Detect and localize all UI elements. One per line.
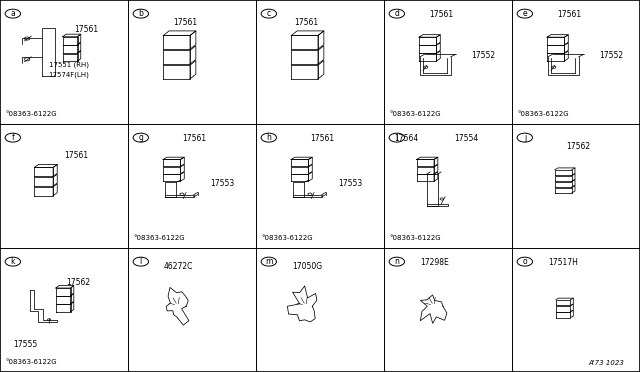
Text: °08363-6122G: °08363-6122G [389,111,441,117]
Text: 46272C: 46272C [164,262,193,271]
Text: 17553: 17553 [338,179,362,188]
Text: 17561: 17561 [182,134,206,143]
Text: 17555: 17555 [13,340,37,349]
Text: f: f [12,133,14,142]
Text: 17564: 17564 [394,134,419,143]
Text: °08363-6122G: °08363-6122G [5,111,57,117]
Text: 17561: 17561 [557,10,581,19]
Text: °08363-6122G: °08363-6122G [133,235,185,241]
Text: 17552: 17552 [599,51,623,60]
Text: 17551 (RH): 17551 (RH) [49,61,89,68]
Text: 17298E: 17298E [420,259,449,267]
Text: 17561: 17561 [294,18,319,27]
Text: °08363-6122G: °08363-6122G [261,235,313,241]
Text: 17561: 17561 [173,18,197,27]
Text: n: n [394,257,399,266]
Text: A'73 1023: A'73 1023 [588,360,624,366]
Text: a: a [10,9,15,18]
Text: 17561: 17561 [74,25,99,34]
Text: °08363-6122G: °08363-6122G [5,359,57,365]
Text: l: l [140,257,142,266]
Text: °08363-6122G: °08363-6122G [389,235,441,241]
Text: °08363-6122G: °08363-6122G [517,111,569,117]
Text: 17561: 17561 [429,10,453,19]
Text: j: j [524,133,526,142]
Text: 17552: 17552 [471,51,495,60]
Text: b: b [138,9,143,18]
Text: o: o [522,257,527,266]
Text: m: m [265,257,273,266]
Text: g: g [138,133,143,142]
Text: 17553: 17553 [210,179,234,188]
Text: i: i [396,133,398,142]
Text: 17517H: 17517H [548,259,578,267]
Text: 17561: 17561 [64,151,88,160]
Text: e: e [522,9,527,18]
Text: d: d [394,9,399,18]
Text: 17554: 17554 [454,134,479,143]
Text: 17561: 17561 [310,134,334,143]
Text: 17562: 17562 [566,142,590,151]
Text: 17574F(LH): 17574F(LH) [49,71,90,78]
Text: 17050G: 17050G [292,262,322,271]
Text: h: h [266,133,271,142]
Text: c: c [267,9,271,18]
Text: k: k [10,257,15,266]
Text: 17562: 17562 [67,278,91,287]
